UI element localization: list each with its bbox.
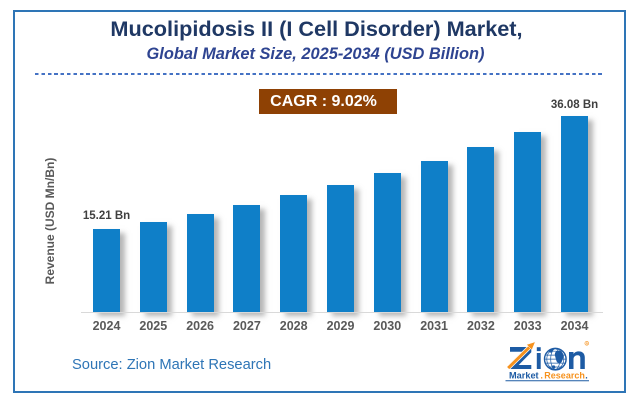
svg-text:.: . xyxy=(540,370,543,380)
svg-text:Market: Market xyxy=(509,370,539,380)
svg-text:R: R xyxy=(586,341,589,345)
svg-text:.: . xyxy=(585,370,588,380)
svg-text:Research: Research xyxy=(544,370,585,380)
